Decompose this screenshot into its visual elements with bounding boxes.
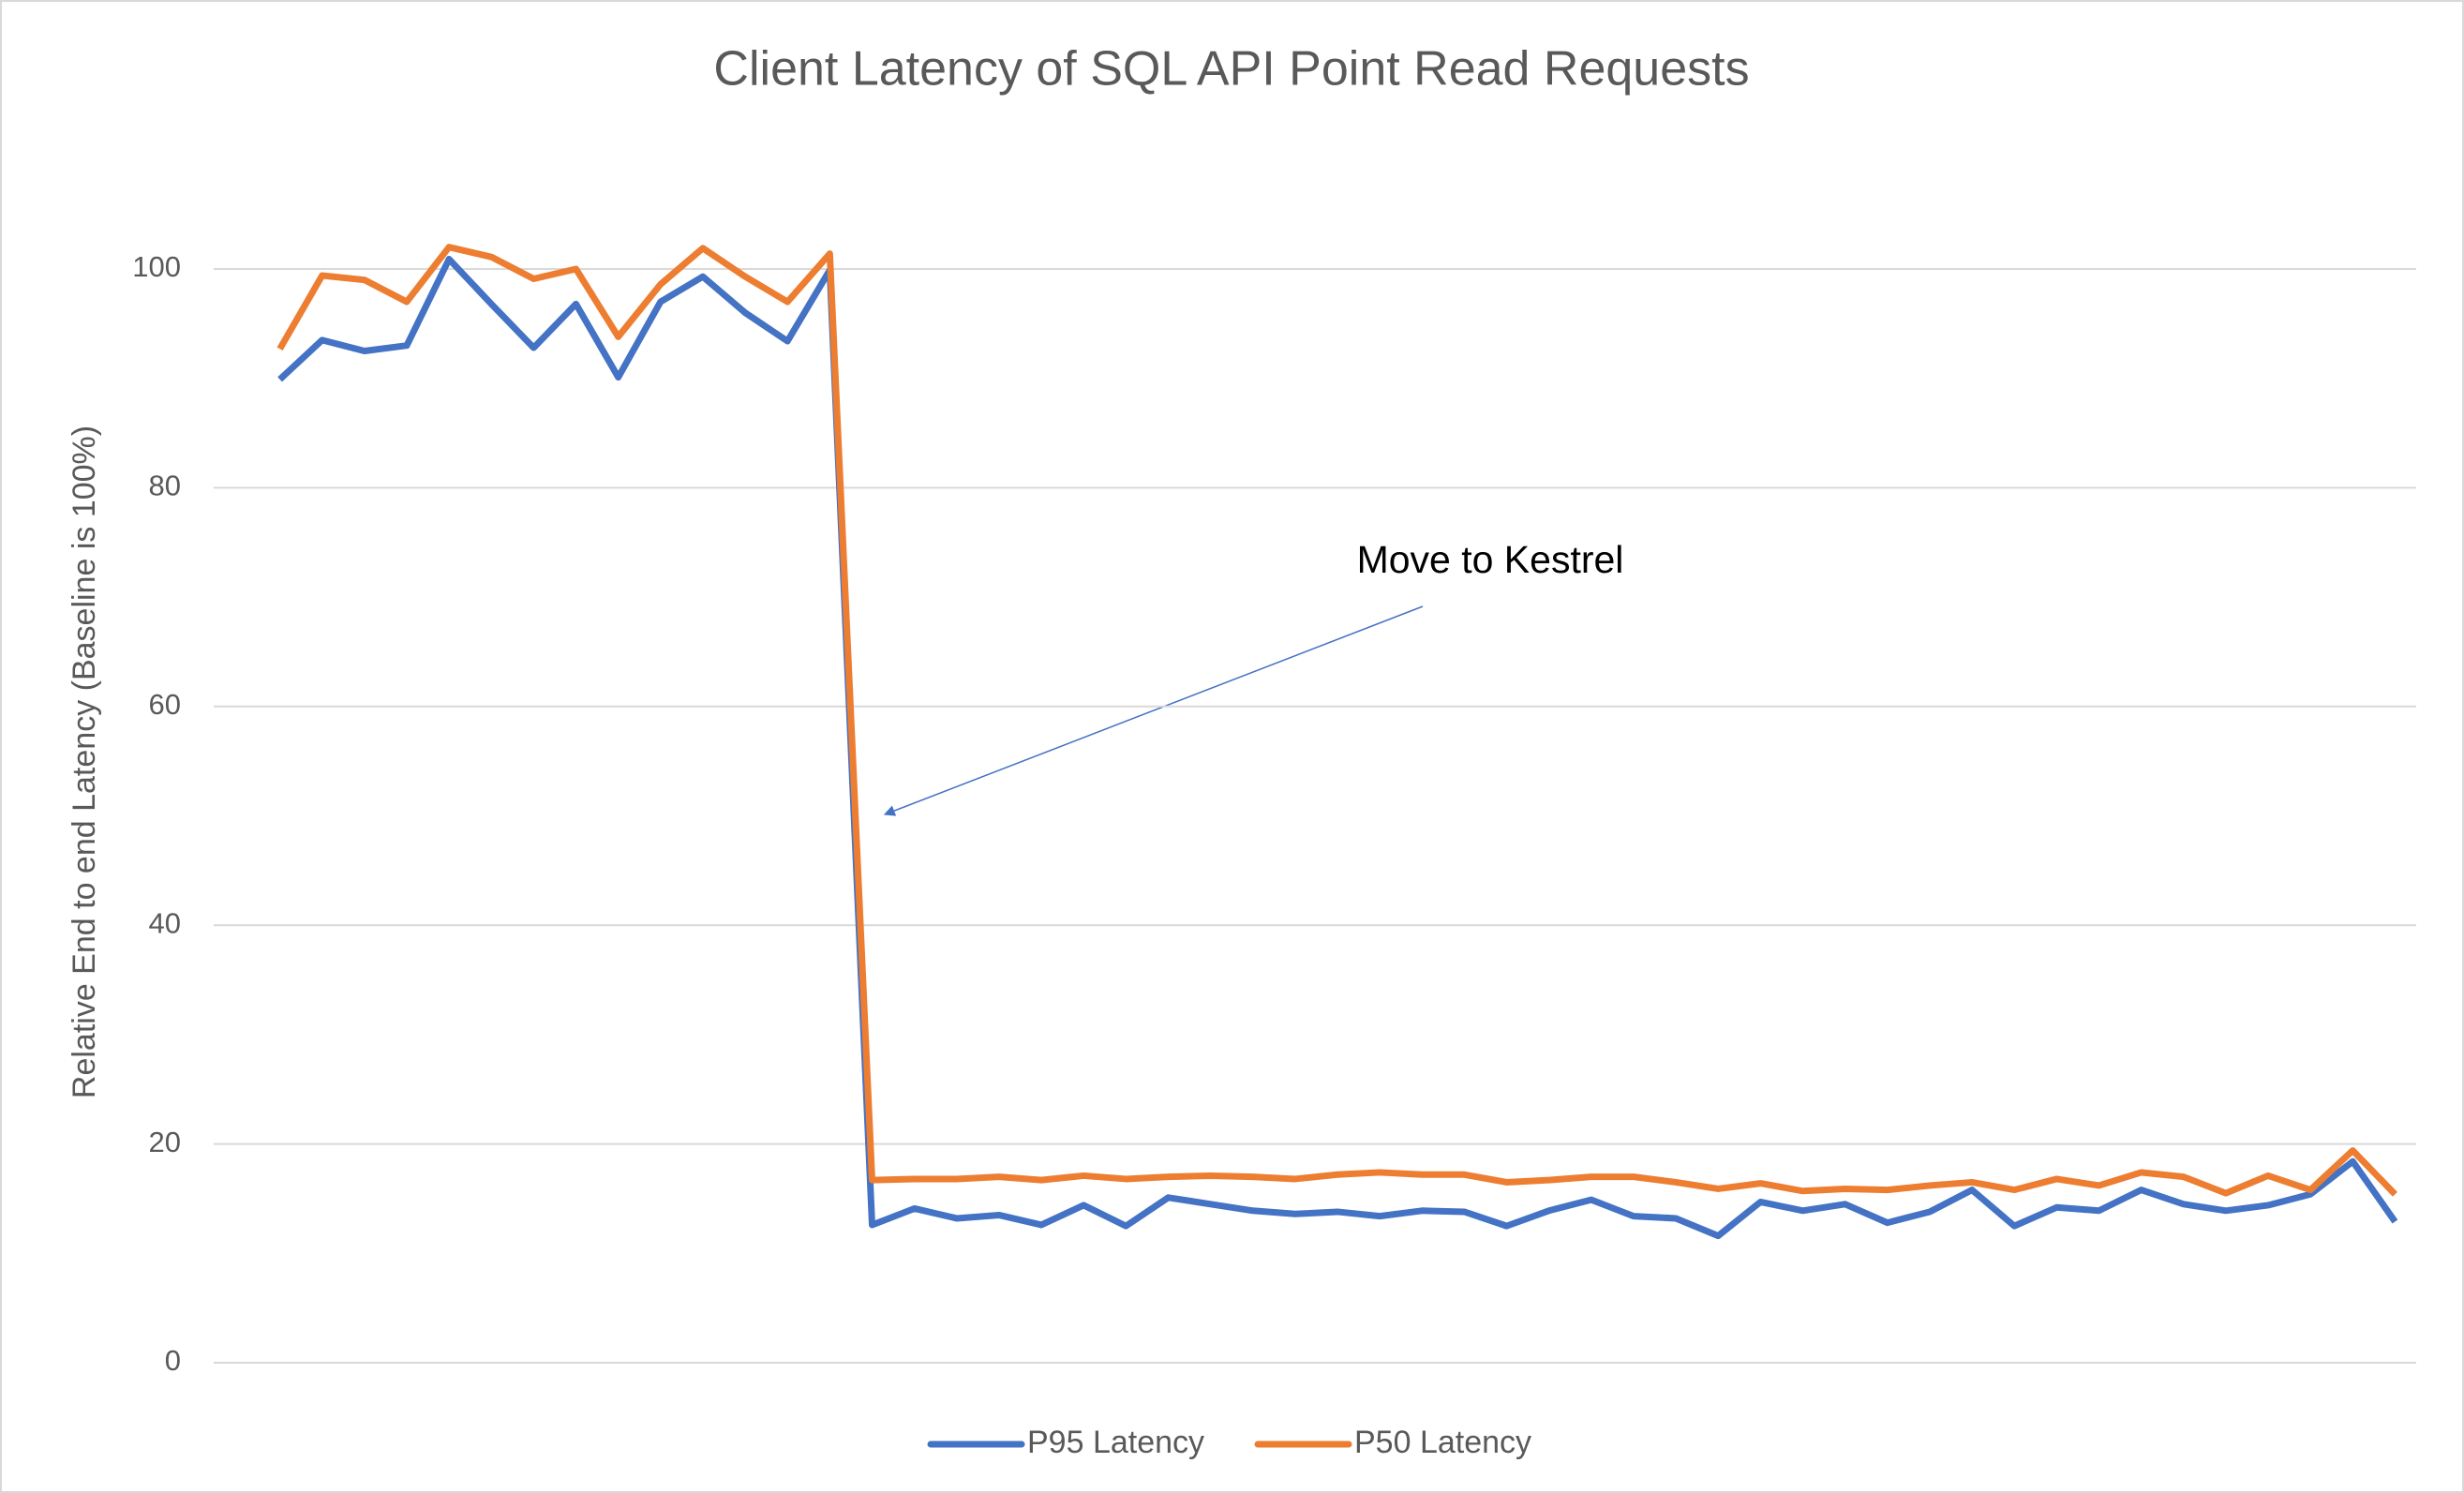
y-tick-label: 60 <box>149 688 181 721</box>
annotation: Move to Kestrel <box>1357 538 1624 581</box>
series-line <box>276 244 2397 1197</box>
y-tick-label: 80 <box>149 470 181 502</box>
series-line <box>277 255 2398 1240</box>
y-tick-label: 40 <box>149 906 181 939</box>
y-tick-label: 100 <box>132 250 181 283</box>
y-axis-label: Relative End to end Latency (Baseline is… <box>67 426 102 1098</box>
annotation-arrow <box>883 605 1424 816</box>
y-tick-label: 20 <box>149 1126 181 1158</box>
legend-label: P50 Latency <box>1354 1425 1531 1460</box>
y-tick-label: 0 <box>165 1344 181 1377</box>
chart-title: Client Latency of SQL API Point Read Req… <box>713 42 1749 97</box>
legend-label: P95 Latency <box>1027 1425 1204 1460</box>
